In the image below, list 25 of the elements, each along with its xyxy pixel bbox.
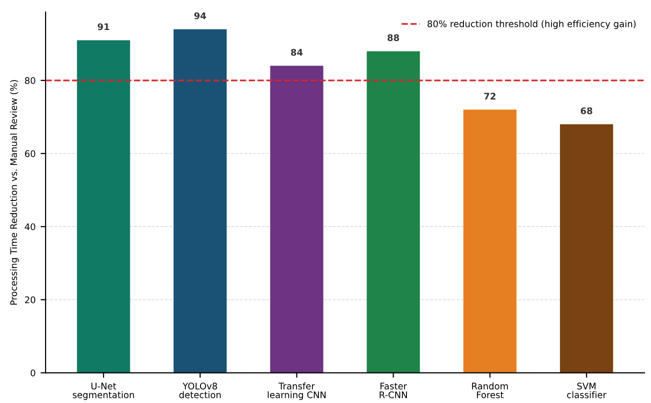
x-tick-label: SVM classifier xyxy=(567,382,606,398)
data-label: 91 xyxy=(98,23,110,30)
y-tick-label: 80 xyxy=(24,77,36,84)
y-tick-label: 0 xyxy=(30,370,36,376)
y-tick-label: 60 xyxy=(24,150,36,158)
bar xyxy=(560,124,614,373)
data-label: 88 xyxy=(388,34,400,42)
x-tick-label: Random Forest xyxy=(472,382,508,398)
bar xyxy=(174,29,227,373)
data-label: 84 xyxy=(291,48,303,56)
bar xyxy=(270,66,324,373)
data-label: 94 xyxy=(194,12,206,20)
x-tick-label: U-Net segmentation xyxy=(72,382,134,400)
data-label: 68 xyxy=(580,107,592,114)
x-tick-label: YOLOv8 detection xyxy=(179,382,221,398)
y-tick-label: 20 xyxy=(25,296,36,304)
x-tick-label: Faster R-CNN xyxy=(380,382,408,398)
legend-label: 80% reduction threshold (high efficiency gain) xyxy=(428,20,636,29)
data-label: 72 xyxy=(484,92,496,100)
bar xyxy=(76,40,130,373)
y-tick-label: 40 xyxy=(24,223,36,230)
bar xyxy=(463,110,516,373)
x-tick-label: Transfer learning CNN xyxy=(268,382,326,400)
y-axis-title: Processing Time Reduction vs. Manual Review (%) xyxy=(10,80,19,305)
bar xyxy=(366,51,420,373)
